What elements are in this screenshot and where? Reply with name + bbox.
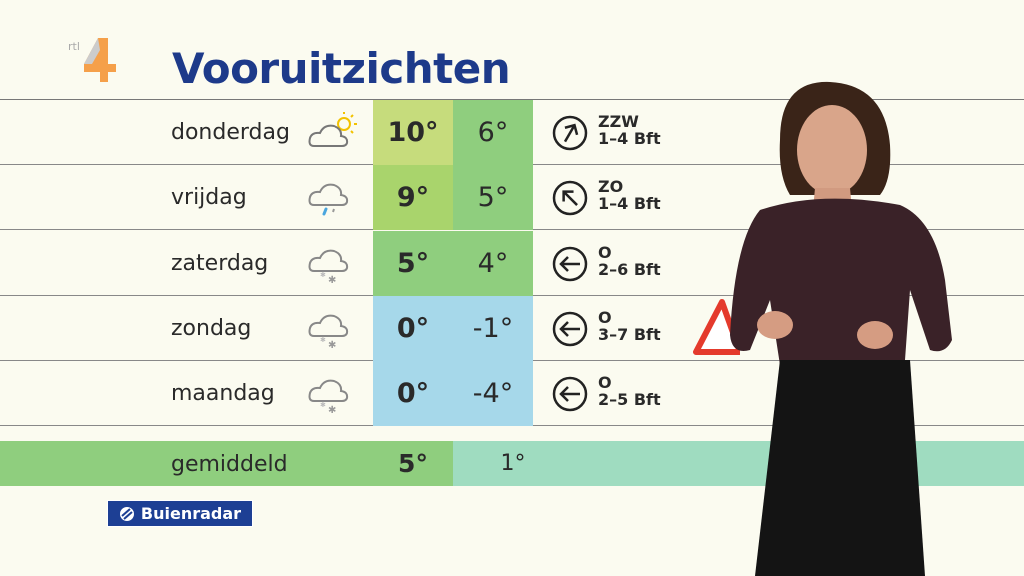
wind-info: O 2–5 Bft	[598, 374, 661, 408]
average-label: gemiddeld	[171, 452, 288, 477]
day-label: maandag	[171, 381, 275, 407]
buienradar-icon	[119, 506, 134, 521]
page-title: Vooruitzichten	[172, 44, 511, 93]
day-label: donderdag	[171, 120, 290, 145]
day-label: zaterdag	[171, 250, 269, 276]
average-max: 5°	[398, 449, 428, 478]
wind-direction: O	[598, 373, 612, 393]
max-temp: 0°	[373, 295, 453, 361]
average-min: 1°	[500, 451, 526, 476]
wind-arrow-icon	[552, 181, 588, 216]
svg-text:✱: ✱	[328, 405, 336, 413]
wind-force: 2–6 Bft	[598, 259, 661, 279]
wind-info: O 3–7 Bft	[598, 309, 661, 343]
rtl4-logo: rtl	[68, 38, 116, 82]
svg-text:✱: ✱	[320, 336, 326, 344]
max-temp: 0°	[373, 361, 453, 427]
wind-arrow-icon	[552, 376, 588, 412]
min-temp: -1°	[453, 295, 533, 361]
max-temp: 10°	[373, 100, 453, 165]
wind-direction: O	[598, 242, 612, 262]
wind-direction: O	[598, 307, 612, 327]
wind-force: 1–4 Bft	[598, 129, 661, 148]
wind-info: O 2–6 Bft	[598, 244, 661, 278]
forecast-row: 5° 4° zaterdag ✱ ✱ O 2–6 Bft	[0, 230, 1024, 296]
partly-sunny-icon	[308, 112, 357, 147]
wind-direction: ZZW	[598, 112, 639, 131]
wind-force: 2–5 Bft	[598, 390, 661, 410]
wind-direction: ZO	[598, 177, 624, 197]
forecast-row: 0° -1° zondag ✱ ✱ O 3–7 Bft	[0, 295, 1024, 361]
buienradar-logo: Buienradar	[107, 500, 253, 527]
forecast-row: 0° -4° maandag ✱ ✱ O 2–5 Bft	[0, 361, 1024, 427]
wind-info: ZO 1–4 Bft	[598, 178, 661, 212]
wind-force: 1–4 Bft	[598, 194, 661, 214]
min-temp: 4°	[453, 230, 533, 296]
forecast-row: 10° 6° donderdag ZZW 1–4 Bft	[0, 100, 1024, 165]
svg-text:rtl: rtl	[68, 40, 80, 53]
snow-cloud-icon: ✱✱	[308, 379, 349, 413]
svg-text:✱: ✱	[320, 271, 326, 279]
wind-arrow-icon	[552, 246, 588, 281]
forecast-row: 9° 5° vrijdag ZO 1–4 Bft	[0, 165, 1024, 231]
min-temp: 5°	[453, 165, 533, 231]
min-temp: -4°	[453, 361, 533, 427]
wind-arrow-icon	[552, 115, 588, 151]
divider	[0, 99, 1024, 100]
snow-cloud-icon: ✱✱	[308, 314, 349, 348]
day-label: vrijdag	[171, 185, 247, 211]
wind-force: 3–7 Bft	[598, 324, 661, 344]
snow-cloud-icon: ✱✱	[308, 249, 349, 283]
wind-info: ZZW 1–4 Bft	[598, 113, 661, 147]
buienradar-label: Buienradar	[140, 504, 242, 523]
wind-arrow-icon	[552, 311, 588, 347]
svg-text:✱: ✱	[320, 401, 326, 409]
max-temp: 9°	[373, 165, 453, 231]
max-temp: 5°	[373, 230, 453, 296]
rain-cloud-icon	[308, 183, 349, 216]
day-label: zondag	[171, 315, 252, 341]
min-temp: 6°	[453, 100, 533, 165]
svg-text:✱: ✱	[328, 275, 336, 283]
svg-text:✱: ✱	[328, 340, 336, 348]
presenter	[730, 81, 952, 576]
